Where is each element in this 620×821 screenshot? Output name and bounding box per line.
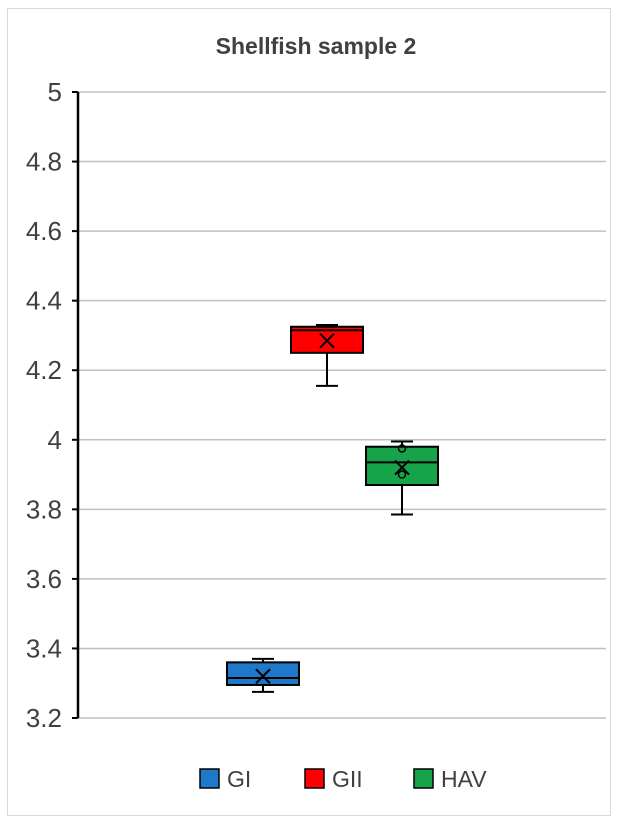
y-tick-label: 4 [48, 425, 62, 455]
legend-label: GII [332, 766, 363, 792]
chart-frame [7, 8, 611, 816]
y-tick-label: 3.4 [26, 633, 62, 663]
y-tick-label: 4.2 [26, 355, 62, 385]
data-point [397, 470, 407, 479]
chart-title: Shellfish sample 2 [216, 33, 417, 59]
y-axis: 3.2 3.4 3.6 3.8 4 4.2 4.4 4.6 4.8 5 [26, 77, 80, 733]
y-tick-label: 3.2 [26, 703, 62, 733]
mean-marker [319, 332, 335, 349]
y-tick-label: 3.8 [26, 494, 62, 524]
y-tick-label: 4.6 [26, 216, 62, 246]
box-gi [226, 657, 300, 693]
legend-item-gi: GI [199, 766, 251, 792]
legend-swatch [413, 768, 434, 789]
legend: GI GII HAV [199, 766, 487, 792]
legend-label: GI [227, 766, 251, 792]
legend-item-gii: GII [304, 766, 363, 792]
box-series [226, 324, 439, 693]
legend-label: HAV [441, 766, 487, 792]
mean-marker [394, 459, 410, 476]
data-point [397, 444, 407, 453]
legend-swatch [199, 768, 220, 789]
mean-marker [255, 668, 271, 684]
iqr-box [226, 661, 300, 686]
y-tick-label: 5 [48, 77, 62, 107]
legend-swatch [304, 768, 325, 789]
y-tick-label: 4.8 [26, 147, 62, 177]
y-tick-label: 4.4 [26, 286, 62, 316]
y-tick-label: 3.6 [26, 564, 62, 594]
box-gii [290, 324, 364, 387]
box-hav [365, 440, 439, 516]
grid-lines [78, 91, 606, 719]
legend-item-hav: HAV [413, 766, 487, 792]
